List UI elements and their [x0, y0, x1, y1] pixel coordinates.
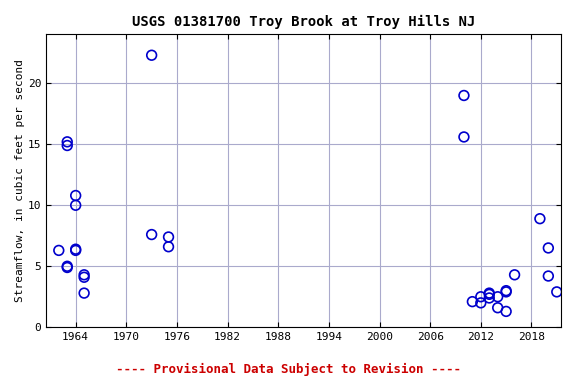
Point [502, 288, 511, 294]
Point [476, 294, 486, 300]
Point [476, 300, 486, 306]
Point [468, 299, 477, 305]
Point [459, 134, 468, 140]
Point [544, 245, 553, 251]
Point [459, 93, 468, 99]
Point [510, 272, 519, 278]
Point [147, 232, 156, 238]
Point [71, 247, 80, 253]
Point [63, 265, 72, 271]
Point [493, 294, 502, 300]
Point [71, 192, 80, 199]
Text: ---- Provisional Data Subject to Revision ----: ---- Provisional Data Subject to Revisio… [116, 363, 460, 376]
Point [484, 295, 494, 301]
Point [164, 234, 173, 240]
Point [164, 244, 173, 250]
Point [502, 289, 511, 295]
Point [79, 290, 89, 296]
Point [63, 142, 72, 149]
Point [79, 274, 89, 280]
Point [484, 291, 494, 297]
Point [71, 202, 80, 209]
Point [63, 263, 72, 269]
Point [54, 247, 63, 253]
Point [63, 139, 72, 145]
Point [71, 246, 80, 252]
Point [535, 216, 544, 222]
Point [147, 52, 156, 58]
Point [484, 290, 494, 296]
Title: USGS 01381700 Troy Brook at Troy Hills NJ: USGS 01381700 Troy Brook at Troy Hills N… [132, 15, 475, 29]
Point [552, 289, 562, 295]
Point [544, 273, 553, 279]
Y-axis label: Streamflow, in cubic feet per second: Streamflow, in cubic feet per second [15, 60, 25, 302]
Point [79, 272, 89, 278]
Point [502, 308, 511, 314]
Point [493, 305, 502, 311]
